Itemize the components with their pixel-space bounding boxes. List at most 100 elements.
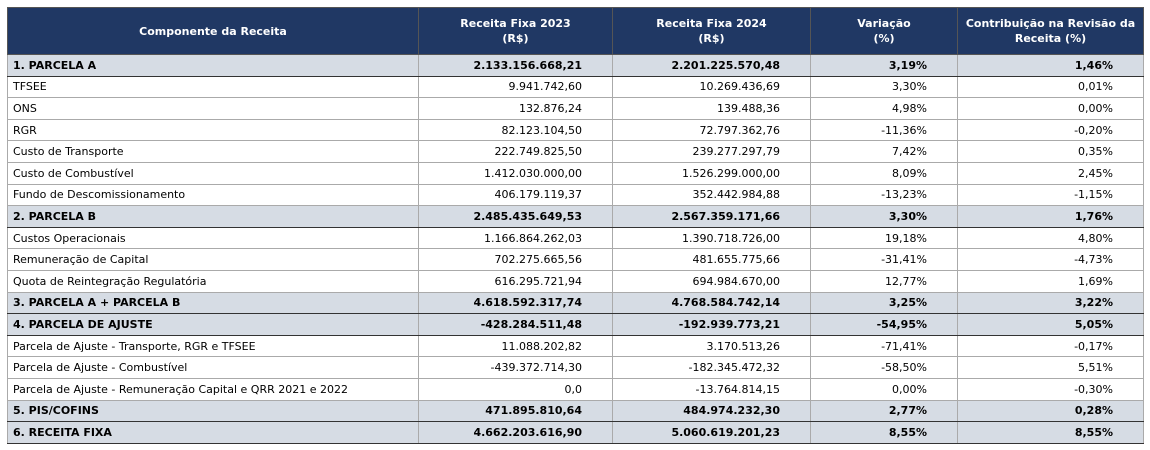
item-row: Custos Operacionais 1.166.864.262,03 1.390…	[7, 226, 1144, 250]
component-cell: TFSEE	[7, 75, 419, 99]
value-cell: 471.895.810,64	[418, 399, 613, 423]
value-cell: -58,50%	[810, 356, 958, 379]
value-cell: 2.133.156.668,21	[418, 54, 613, 77]
value-cell: 139.488,36	[612, 97, 811, 120]
header-line: Receita (%)	[1014, 32, 1087, 45]
value-cell: 4.618.592.317,74	[418, 291, 613, 315]
header-cell: Receita Fixa 2024 (R$)	[612, 7, 811, 55]
value-cell: 19,18%	[810, 226, 958, 250]
value-cell: -71,41%	[810, 334, 958, 358]
component-cell: Parcela de Ajuste - Remuneração Capital …	[7, 377, 419, 401]
value-cell: 0,00%	[957, 97, 1144, 120]
item-row: Fundo de Descomissionamento 406.179.119,3…	[7, 183, 1144, 207]
value-cell: -182.345.472,32	[612, 356, 811, 379]
value-cell: 9.941.742,60	[418, 75, 613, 99]
section-row: 4. PARCELA DE AJUSTE -428.284.511,48 -192.…	[7, 313, 1144, 336]
value-cell: 3,25%	[810, 291, 958, 315]
value-cell: 0,00%	[810, 377, 958, 401]
component-cell: Quota de Reintegração Regulatória	[7, 269, 419, 293]
value-cell: -428.284.511,48	[418, 313, 613, 336]
header-line: Receita Fixa 2023	[460, 17, 571, 30]
value-cell: 616.295.721,94	[418, 269, 613, 293]
value-cell: 2.201.225.570,48	[612, 54, 811, 77]
value-cell: 2.485.435.649,53	[418, 205, 613, 228]
value-cell: -439.372.714,30	[418, 356, 613, 379]
value-cell: 2,45%	[957, 161, 1144, 185]
section-row: 2. PARCELA B 2.485.435.649,53 2.567.359.17…	[7, 205, 1144, 228]
value-cell: 8,55%	[810, 421, 958, 444]
item-row: Parcela de Ajuste - Transporte, RGR e TF…	[7, 334, 1144, 358]
header-cell: Receita Fixa 2023 (R$)	[418, 7, 613, 55]
value-cell: 694.984.670,00	[612, 269, 811, 293]
value-cell: 3.170.513,26	[612, 334, 811, 358]
value-cell: -31,41%	[810, 248, 958, 271]
value-cell: 7,42%	[810, 140, 958, 163]
value-cell: -0,30%	[957, 377, 1144, 401]
value-cell: 0,35%	[957, 140, 1144, 163]
value-cell: 132.876,24	[418, 97, 613, 120]
value-cell: 1.390.718.726,00	[612, 226, 811, 250]
component-cell: ONS	[7, 97, 419, 120]
header-line: Variação	[857, 17, 911, 30]
value-cell: 5,51%	[957, 356, 1144, 379]
value-cell: 10.269.436,69	[612, 75, 811, 99]
header-line: (R$)	[698, 32, 725, 45]
header-line: (R$)	[502, 32, 529, 45]
value-cell: 484.974.232,30	[612, 399, 811, 423]
component-cell: Custo de Combustível	[7, 161, 419, 185]
table-body: 1. PARCELA A 2.133.156.668,21 2.201.225.57…	[7, 54, 1144, 444]
value-cell: -1,15%	[957, 183, 1144, 207]
component-cell: Parcela de Ajuste - Transporte, RGR e TF…	[7, 334, 419, 358]
value-cell: 1,76%	[957, 205, 1144, 228]
value-cell: 12,77%	[810, 269, 958, 293]
value-cell: 8,55%	[957, 421, 1144, 444]
value-cell: 2.567.359.171,66	[612, 205, 811, 228]
value-cell: 0,01%	[957, 75, 1144, 99]
value-cell: 352.442.984,88	[612, 183, 811, 207]
value-cell: 406.179.119,37	[418, 183, 613, 207]
value-cell: 0,28%	[957, 399, 1144, 423]
item-row: RGR 82.123.104,50 72.797.362,76 -11,36% -0,2…	[7, 118, 1144, 142]
value-cell: 481.655.775,66	[612, 248, 811, 271]
header-cell: Componente da Receita	[7, 7, 419, 55]
component-cell: Parcela de Ajuste - Combustível	[7, 356, 419, 379]
header-line: Receita Fixa 2024	[656, 17, 767, 30]
value-cell: 4.768.584.742,14	[612, 291, 811, 315]
value-cell: 702.275.665,56	[418, 248, 613, 271]
value-cell: 82.123.104,50	[418, 118, 613, 142]
component-cell: 3. PARCELA A + PARCELA B	[7, 291, 419, 315]
section-row: 6. RECEITA FIXA 4.662.203.616,90 5.060.619…	[7, 421, 1144, 444]
value-cell: -192.939.773,21	[612, 313, 811, 336]
value-cell: -13,23%	[810, 183, 958, 207]
component-cell: 2. PARCELA B	[7, 205, 419, 228]
component-cell: Remuneração de Capital	[7, 248, 419, 271]
item-row: Parcela de Ajuste - Combustível -439.372.…	[7, 356, 1144, 379]
item-row: Remuneração de Capital 702.275.665,56 481.…	[7, 248, 1144, 271]
value-cell: 4.662.203.616,90	[418, 421, 613, 444]
value-cell: 1,46%	[957, 54, 1144, 77]
component-cell: 4. PARCELA DE AJUSTE	[7, 313, 419, 336]
header-line: Componente da Receita	[139, 24, 287, 38]
value-cell: 3,22%	[957, 291, 1144, 315]
value-cell: 3,19%	[810, 54, 958, 77]
value-cell: 3,30%	[810, 205, 958, 228]
section-row: 1. PARCELA A 2.133.156.668,21 2.201.225.57…	[7, 54, 1144, 77]
component-cell: 1. PARCELA A	[7, 54, 419, 77]
value-cell: 4,80%	[957, 226, 1144, 250]
item-row: TFSEE 9.941.742,60 10.269.436,69 3,30% 0,01%	[7, 75, 1144, 99]
revenue-table: Componente da Receita Receita Fixa 2023 (R…	[7, 7, 1144, 444]
value-cell: -11,36%	[810, 118, 958, 142]
header-row: Componente da Receita Receita Fixa 2023 (R…	[7, 7, 1144, 55]
value-cell: -0,17%	[957, 334, 1144, 358]
header-line: Contribuição na Revisão da	[965, 17, 1136, 30]
value-cell: 5,05%	[957, 313, 1144, 336]
component-cell: RGR	[7, 118, 419, 142]
item-row: Custo de Combustível 1.412.030.000,00 1.52…	[7, 161, 1144, 185]
value-cell: -54,95%	[810, 313, 958, 336]
value-cell: 1.412.030.000,00	[418, 161, 613, 185]
header-line: (%)	[873, 32, 895, 45]
value-cell: 1.166.864.262,03	[418, 226, 613, 250]
value-cell: -13.764.814,15	[612, 377, 811, 401]
value-cell: 222.749.825,50	[418, 140, 613, 163]
